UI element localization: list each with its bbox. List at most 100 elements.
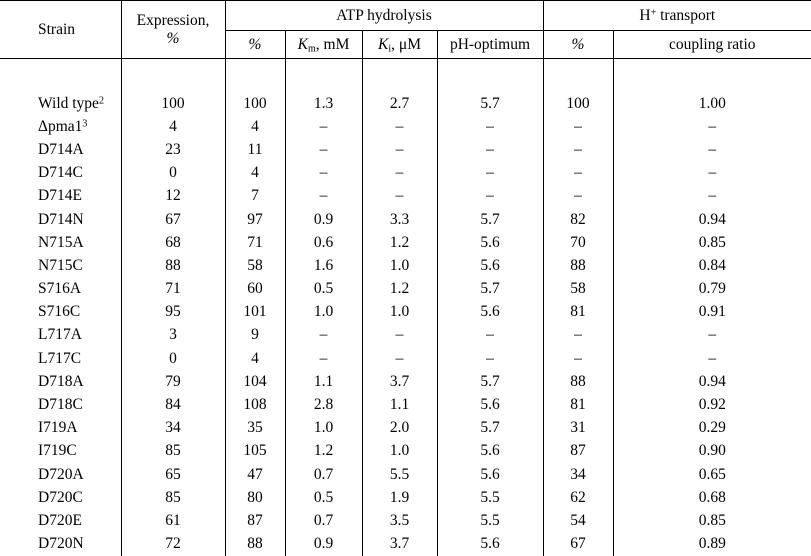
strain-name: I719A [38,419,78,437]
cell-h-percent: – [543,323,614,348]
spacer-cell [437,58,544,92]
cell-ki: – [362,184,438,208]
cell-strain: S716C [0,300,122,324]
table-row: D720A 65 47 0.7 5.5 5.6 34 0.65 [0,463,811,487]
cell-strain: D714A [0,138,122,162]
strain-name: N715C [38,256,83,274]
strain-name: D718C [38,396,83,414]
cell-expression-percent: 100 [121,92,226,116]
cell-km: – [285,138,363,162]
strain-name: D720N [38,535,84,553]
cell-coupling-ratio: 0.92 [698,396,726,414]
cell-coupling-ratio: – [708,164,717,182]
cell-atp-percent: 9 [225,323,286,348]
cell-ph-optimum: 5.5 [437,509,544,533]
cell-atp-percent: 105 [225,439,286,463]
table-row: D720E 61 87 0.7 3.5 5.5 54 0.85 [0,509,811,533]
spacer-cell [543,58,614,92]
cell-ki: – [362,115,438,139]
ki-subscript: i [388,43,392,54]
table-row: D714E 12 7 – – – – – [0,184,811,208]
table-row: N715C 88 58 1.6 1.0 5.6 88 0.84 [0,254,811,278]
cell-ki: 2.7 [362,92,438,116]
cell-coupling-ratio: 0.85 [698,233,726,251]
strain-footnote-marker: 3 [82,118,88,130]
cell-km: 0.5 [285,277,363,301]
km-symbol: K [297,35,308,53]
col-header-strain: Strain [0,0,122,59]
cell-km: 0.9 [285,207,363,232]
cell-expression-percent: 68 [121,231,226,255]
table-row: L717A 3 9 – – – – – [0,323,811,348]
ki-unit: , μM [391,35,421,53]
cell-h-percent: – [543,138,614,162]
cell-coupling-ratio: 0.29 [698,419,726,437]
col-header-ph-optimum: pH-optimum [437,30,544,59]
cell-strain: D714E [0,184,122,208]
cell-coupling-ratio: – [708,187,717,205]
cell-atp-percent: 80 [225,486,286,510]
cell-ph-optimum: 5.6 [437,439,544,463]
table-row: D720C 85 80 0.5 1.9 5.5 62 0.68 [0,486,811,510]
strain-name: S716A [38,280,82,298]
cell-ki: 1.1 [362,393,438,417]
cell-atp-percent: 71 [225,231,286,255]
table-row: L717C 0 4 – – – – – [0,347,811,371]
cell-expression-percent: 95 [121,300,226,324]
cell-strain: D720C [0,486,122,510]
strain-name: D720A [38,465,84,483]
cell-ph-optimum: 5.6 [437,463,544,487]
cell-h-percent: – [543,184,614,208]
strain-name: Δpma1 [38,117,83,135]
cell-ph-optimum: 5.5 [437,486,544,510]
cell-expression-percent: 0 [121,347,226,371]
cell-expression-percent: 12 [121,184,226,208]
cell-ki: 1.0 [362,300,438,324]
cell-ph-optimum: – [437,161,544,185]
table-row: I719A 34 35 1.0 2.0 5.7 31 0.29 [0,416,811,440]
table-row: D718A 79 104 1.1 3.7 5.7 88 0.94 [0,370,811,394]
cell-atp-percent: 108 [225,393,286,417]
km-unit: , mM [315,35,350,53]
cell-coupling-ratio: 0.68 [698,488,726,506]
cell-atp-percent: 7 [225,184,286,208]
h-transport-prefix: H [639,6,651,24]
header-sub-row: % Km, mM Ki, μM pH-optimum % coupling ra… [0,30,811,59]
cell-ki: 1.9 [362,486,438,510]
cell-km: – [285,115,363,139]
cell-atp-percent: 4 [225,161,286,185]
cell-ph-optimum: 5.6 [437,532,544,556]
table-row: S716C 95 101 1.0 1.0 5.6 81 0.91 [0,300,811,324]
cell-h-percent: 34 [543,463,614,487]
cell-expression-percent: 84 [121,393,226,417]
cell-coupling-ratio: 0.91 [698,303,726,321]
cell-ph-optimum: 5.7 [437,207,544,232]
cell-ki: – [362,323,438,348]
table-row: S716A 71 60 0.5 1.2 5.7 58 0.79 [0,277,811,301]
cell-coupling-ratio: – [708,140,717,158]
cell-ph-optimum: 5.6 [437,231,544,255]
cell-km: 1.2 [285,439,363,463]
ki-symbol: K [378,35,389,53]
strain-name: L717A [38,326,82,344]
col-group-atp-hydrolysis: ATP hydrolysis [225,0,544,31]
strain-name: N715A [38,233,84,251]
spacer-cell [362,58,438,92]
cell-atp-percent: 104 [225,370,286,394]
strain-name: D714N [38,210,84,228]
strain-name: Wild type [38,94,99,112]
cell-coupling-ratio: 0.65 [698,465,726,483]
cell-atp-percent: 60 [225,277,286,301]
cell-expression-percent: 65 [121,463,226,487]
cell-h-percent: – [543,161,614,185]
km-subscript: m [307,43,316,54]
cell-ph-optimum: – [437,347,544,371]
cell-strain: L717C [0,347,122,371]
strain-name: L717C [38,349,82,367]
table-body: Wild type2 100 100 1.3 2.7 5.7 100 1.00 … [0,92,811,556]
cell-h-percent: 62 [543,486,614,510]
cell-coupling-ratio: – [708,349,717,367]
cell-coupling-ratio: – [708,326,717,344]
cell-expression-percent: 34 [121,416,226,440]
